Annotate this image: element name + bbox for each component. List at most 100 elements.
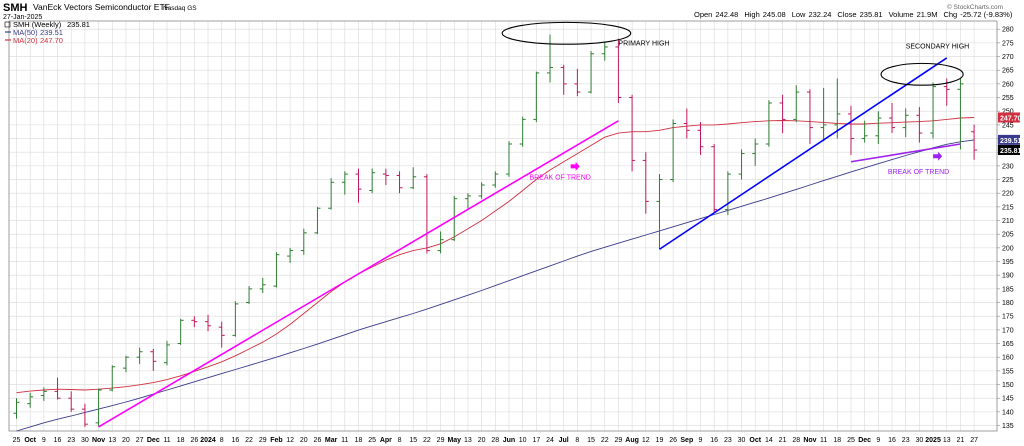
x-tick-label: 16 [54, 437, 62, 444]
y-tick-label: 280 [1002, 27, 1014, 34]
ma20-line [16, 117, 975, 394]
x-tick-label: 21 [957, 437, 965, 444]
ohlc-bar [519, 116, 526, 147]
ohlc-bar [820, 87, 827, 142]
x-tick-label: 29 [259, 437, 267, 444]
x-tick-label: Dec [147, 437, 160, 444]
x-tick-label: 16 [710, 437, 718, 444]
x-tick-label: 11 [341, 437, 348, 444]
ohlc-bar [205, 314, 212, 332]
y-tick-label: 270 [1002, 54, 1014, 61]
ohlc-bar [68, 391, 75, 412]
ohlc-bar [889, 103, 896, 134]
ohlc-bar [752, 138, 759, 166]
ohlc-bar [861, 120, 868, 143]
ohlc-bar [916, 107, 923, 143]
ohlc-bar [547, 34, 554, 83]
ohlc-label: High [744, 10, 759, 19]
y-tick-label: 165 [1002, 341, 1014, 348]
ohlc-bar [930, 82, 937, 139]
legend-ma50-value: 239.51 [40, 28, 63, 37]
x-tick-label: 9 [699, 437, 703, 444]
y-tick-label: 250 [1002, 109, 1014, 116]
x-tick-label: May [447, 437, 461, 444]
x-tick-label: Aug [625, 437, 639, 444]
ohlc-bar [560, 64, 567, 95]
ohlc-bar [259, 277, 266, 293]
ohlc-value: 232.24 [808, 10, 831, 19]
ohlc-value: 242.48 [715, 10, 738, 19]
ohlc-value: 21.9M [917, 10, 938, 19]
x-tick-label: Dec [858, 437, 871, 444]
ohlc-bar [902, 108, 909, 138]
x-tick-label: 20 [478, 437, 486, 444]
trendline-purple [850, 143, 961, 163]
ohlc-bar [81, 403, 88, 427]
x-tick-label: 18 [177, 437, 185, 444]
x-tick-label: 25 [368, 437, 376, 444]
x-tick-label: 29 [615, 437, 623, 444]
x-tick-label: Sep [680, 437, 693, 444]
x-tick-label: 14 [765, 437, 773, 444]
x-tick-label: 20 [300, 437, 308, 444]
x-tick-label: 10 [519, 437, 527, 444]
x-tick-label: 25 [847, 437, 855, 444]
ohlc-value: 235.81 [860, 10, 883, 19]
security-name: VanEck Vectors Semiconductor ETF [33, 2, 170, 12]
price-badge-label: 235.81 [1000, 148, 1022, 155]
ohlc-bar [54, 377, 61, 400]
ohlc-bar [683, 108, 690, 139]
x-tick-label: 24 [546, 437, 554, 444]
price-badges: 247.70 239.51 235.81 [998, 112, 1022, 155]
x-tick-label: 8 [220, 437, 224, 444]
y-tick-label: 190 [1002, 273, 1014, 280]
ohlc-summary: Open 242.48 High 245.08 Low 232.24 Close 235.81… [694, 10, 1013, 19]
y-tick-label: 175 [1002, 314, 1014, 321]
trendline-blue [659, 57, 948, 250]
x-tick-label: 30 [81, 437, 89, 444]
ohlc-bar [273, 251, 280, 288]
y-tick-label: 185 [1002, 286, 1014, 293]
x-tick-label: 26 [314, 437, 322, 444]
ohlc-bar [957, 78, 964, 150]
x-tick-label: 22 [601, 437, 609, 444]
x-tick-label: 12 [286, 437, 294, 444]
ohlc-bar [670, 119, 677, 183]
exchange-name: Nasdaq GS [163, 5, 197, 12]
x-tick-label: 27 [970, 437, 978, 444]
x-tick-label: Nov [803, 437, 816, 444]
x-tick-label: 2025 [925, 437, 941, 444]
ohlc-bar [191, 316, 198, 328]
ohlc-bar [341, 171, 348, 195]
ohlc-bar [437, 231, 444, 254]
ohlc-bar [177, 318, 184, 345]
y-tick-label: 210 [1002, 218, 1014, 225]
x-tick-label: 8 [398, 437, 402, 444]
y-axis: 135 140 145 150 155 160 165 170 175 180 185 190 195 2… [997, 27, 1014, 430]
y-tick-label: 135 [1002, 423, 1014, 430]
x-tick-label: 9 [42, 437, 46, 444]
annotations: PRIMARY HIGH SECONDARY HIGH BREAK OF TREND… [501, 21, 969, 182]
legend-price-value: 235.81 [67, 20, 90, 29]
y-tick-label: 155 [1002, 368, 1014, 375]
y-tick-label: 200 [1002, 245, 1014, 252]
price-badge-bg [998, 134, 1020, 145]
x-tick-label: 28 [792, 437, 800, 444]
ohlc-bar [27, 392, 34, 408]
ohlc-bar [246, 286, 253, 304]
ohlc-bar [793, 85, 800, 123]
x-tick-label: Oct [749, 437, 761, 444]
ohlc-bar [724, 171, 731, 216]
x-tick-label: 21 [779, 437, 787, 444]
y-tick-label: 255 [1002, 95, 1014, 102]
y-tick-label: 205 [1002, 232, 1014, 239]
ohlc-bar [505, 141, 512, 177]
x-tick-label: 30 [915, 437, 923, 444]
ohlc-bar [588, 51, 595, 94]
ticker-symbol: SMH [3, 2, 28, 14]
y-tick-label: 145 [1002, 396, 1014, 403]
x-tick-label: 17 [532, 437, 540, 444]
ohlc-bar [40, 387, 47, 401]
chart-date: 27-Jan-2025 [3, 14, 42, 21]
ohlc-bar [492, 171, 499, 188]
